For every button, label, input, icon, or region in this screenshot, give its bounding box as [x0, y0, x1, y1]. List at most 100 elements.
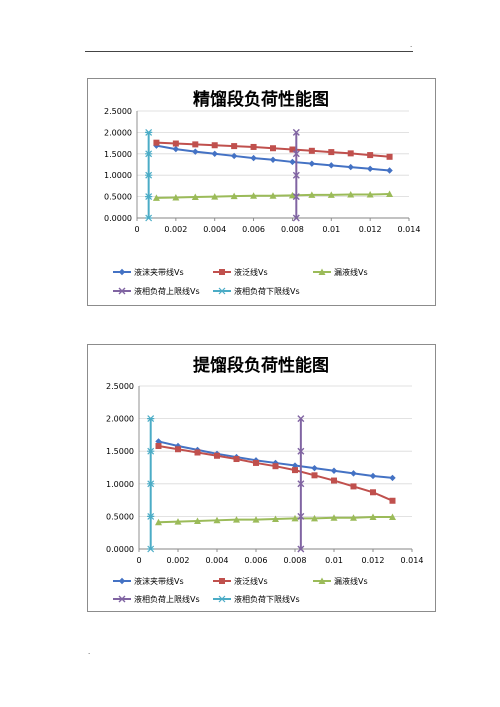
- x-tick-label: 0.004: [203, 225, 226, 234]
- legend-label: 液泛线Vs: [234, 267, 268, 277]
- legend-label: 液沫夹带线Vs: [134, 267, 184, 277]
- legend-item: 液相负荷上限线Vs: [113, 594, 200, 604]
- x-tick-label: 0.012: [359, 225, 382, 234]
- data-point: [147, 512, 155, 520]
- legend-marker: [219, 269, 225, 275]
- data-point: [194, 449, 201, 456]
- data-point: [308, 147, 315, 154]
- data-point: [292, 467, 298, 474]
- data-point: [369, 513, 377, 521]
- data-point: [155, 518, 162, 526]
- x-tick-label: 0.01: [322, 225, 340, 234]
- data-point: [231, 143, 238, 150]
- legend-item: 液泛线Vs: [213, 576, 268, 586]
- data-point: [272, 463, 279, 470]
- y-tick-label: 1.5000: [104, 150, 132, 159]
- data-point: [174, 518, 182, 525]
- data-point: [145, 214, 153, 222]
- legend-item: 液沫夹带线Vs: [113, 576, 184, 586]
- x-tick-label: 0.008: [281, 225, 304, 234]
- data-point: [289, 158, 296, 166]
- legend-label: 液泛线Vs: [234, 576, 268, 586]
- y-tick-label: 2.0000: [106, 415, 134, 424]
- data-point: [270, 145, 276, 152]
- chart-title: 精馏段负荷性能图: [193, 89, 329, 110]
- data-point: [327, 191, 335, 198]
- series-3: [152, 190, 394, 201]
- data-point: [253, 459, 259, 466]
- data-point: [389, 474, 396, 482]
- x-tick-label: 0.014: [398, 225, 421, 234]
- chart-rectifying-section: 精馏段负荷性能图 0.0000 0.5000 1.0000 1.5000 2.0000 2…: [87, 78, 436, 306]
- data-point: [297, 512, 305, 520]
- data-point: [233, 516, 240, 523]
- series-4: [292, 128, 300, 222]
- data-point: [147, 545, 155, 553]
- data-point: [350, 514, 357, 521]
- data-point: [367, 152, 374, 159]
- x-tick-label: 0.01: [325, 556, 343, 565]
- legend-label: 液相负荷上限线Vs: [134, 594, 200, 604]
- legend-label: 液相负荷下限线Vs: [234, 286, 300, 296]
- data-point: [292, 193, 300, 201]
- y-tick-label: 2.5000: [106, 382, 134, 391]
- x-tick-label: 0.004: [206, 556, 229, 565]
- data-point: [172, 140, 179, 147]
- chart-title: 提馏段负荷性能图: [193, 355, 329, 376]
- data-point: [288, 191, 296, 199]
- data-point: [292, 128, 300, 136]
- legend-marker: [218, 287, 226, 295]
- data-point: [289, 146, 296, 153]
- footer-mark: .: [88, 648, 91, 656]
- legend-item: 液相负荷下限线Vs: [213, 286, 300, 296]
- x-tick-label: 0.012: [362, 556, 385, 565]
- data-point: [347, 190, 355, 198]
- data-point: [369, 472, 377, 480]
- y-tick-label: 0.0000: [104, 214, 132, 223]
- data-point: [328, 149, 335, 156]
- data-point: [211, 150, 218, 157]
- chart-stripping-section: 提馏段负荷性能图 0.0000 0.5000 1.0000 1.5000 2.0000 2…: [87, 344, 436, 612]
- data-point: [155, 442, 162, 449]
- data-point: [211, 193, 219, 200]
- legend-label: 液相负荷下限线Vs: [234, 594, 300, 604]
- data-point: [292, 171, 300, 179]
- data-point: [366, 190, 374, 198]
- data-point: [386, 190, 394, 198]
- data-point: [272, 515, 279, 523]
- legend-item: 液沫夹带线Vs: [113, 267, 184, 277]
- data-point: [145, 171, 153, 179]
- series-5: [145, 128, 153, 222]
- x-tick-label: 0.008: [284, 556, 307, 565]
- data-point: [250, 154, 257, 162]
- data-point: [250, 143, 257, 150]
- data-point: [211, 142, 218, 149]
- data-point: [145, 150, 153, 158]
- x-tick-label: 0.014: [401, 556, 424, 565]
- data-point: [233, 456, 240, 463]
- data-point: [297, 545, 305, 553]
- data-point: [213, 516, 221, 524]
- x-tick-label: 0.002: [167, 556, 190, 565]
- data-point: [386, 153, 393, 160]
- data-point: [291, 462, 299, 469]
- data-point: [311, 464, 318, 472]
- series-2: [155, 442, 396, 504]
- legend-label: 漏液线Vs: [334, 576, 368, 586]
- data-point: [172, 145, 180, 153]
- legend-item: 液相负荷上限线Vs: [113, 286, 200, 296]
- data-point: [230, 152, 238, 160]
- data-point: [330, 514, 338, 521]
- y-tick-label: 0.5000: [104, 193, 132, 202]
- header-mark: .: [410, 41, 413, 49]
- data-point: [297, 415, 305, 423]
- data-point: [389, 513, 396, 521]
- data-point: [250, 192, 258, 199]
- legend-marker: [118, 287, 126, 295]
- data-point: [269, 192, 277, 199]
- data-point: [347, 150, 354, 157]
- data-point: [147, 447, 155, 455]
- legend-item: 液泛线Vs: [213, 267, 268, 277]
- legend-marker: [318, 577, 326, 584]
- legend-marker: [218, 595, 226, 603]
